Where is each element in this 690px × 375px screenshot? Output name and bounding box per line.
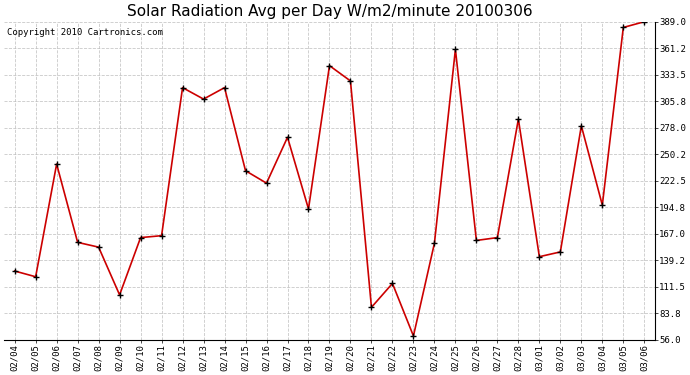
Text: Copyright 2010 Cartronics.com: Copyright 2010 Cartronics.com	[8, 28, 164, 37]
Title: Solar Radiation Avg per Day W/m2/minute 20100306: Solar Radiation Avg per Day W/m2/minute …	[127, 4, 532, 19]
